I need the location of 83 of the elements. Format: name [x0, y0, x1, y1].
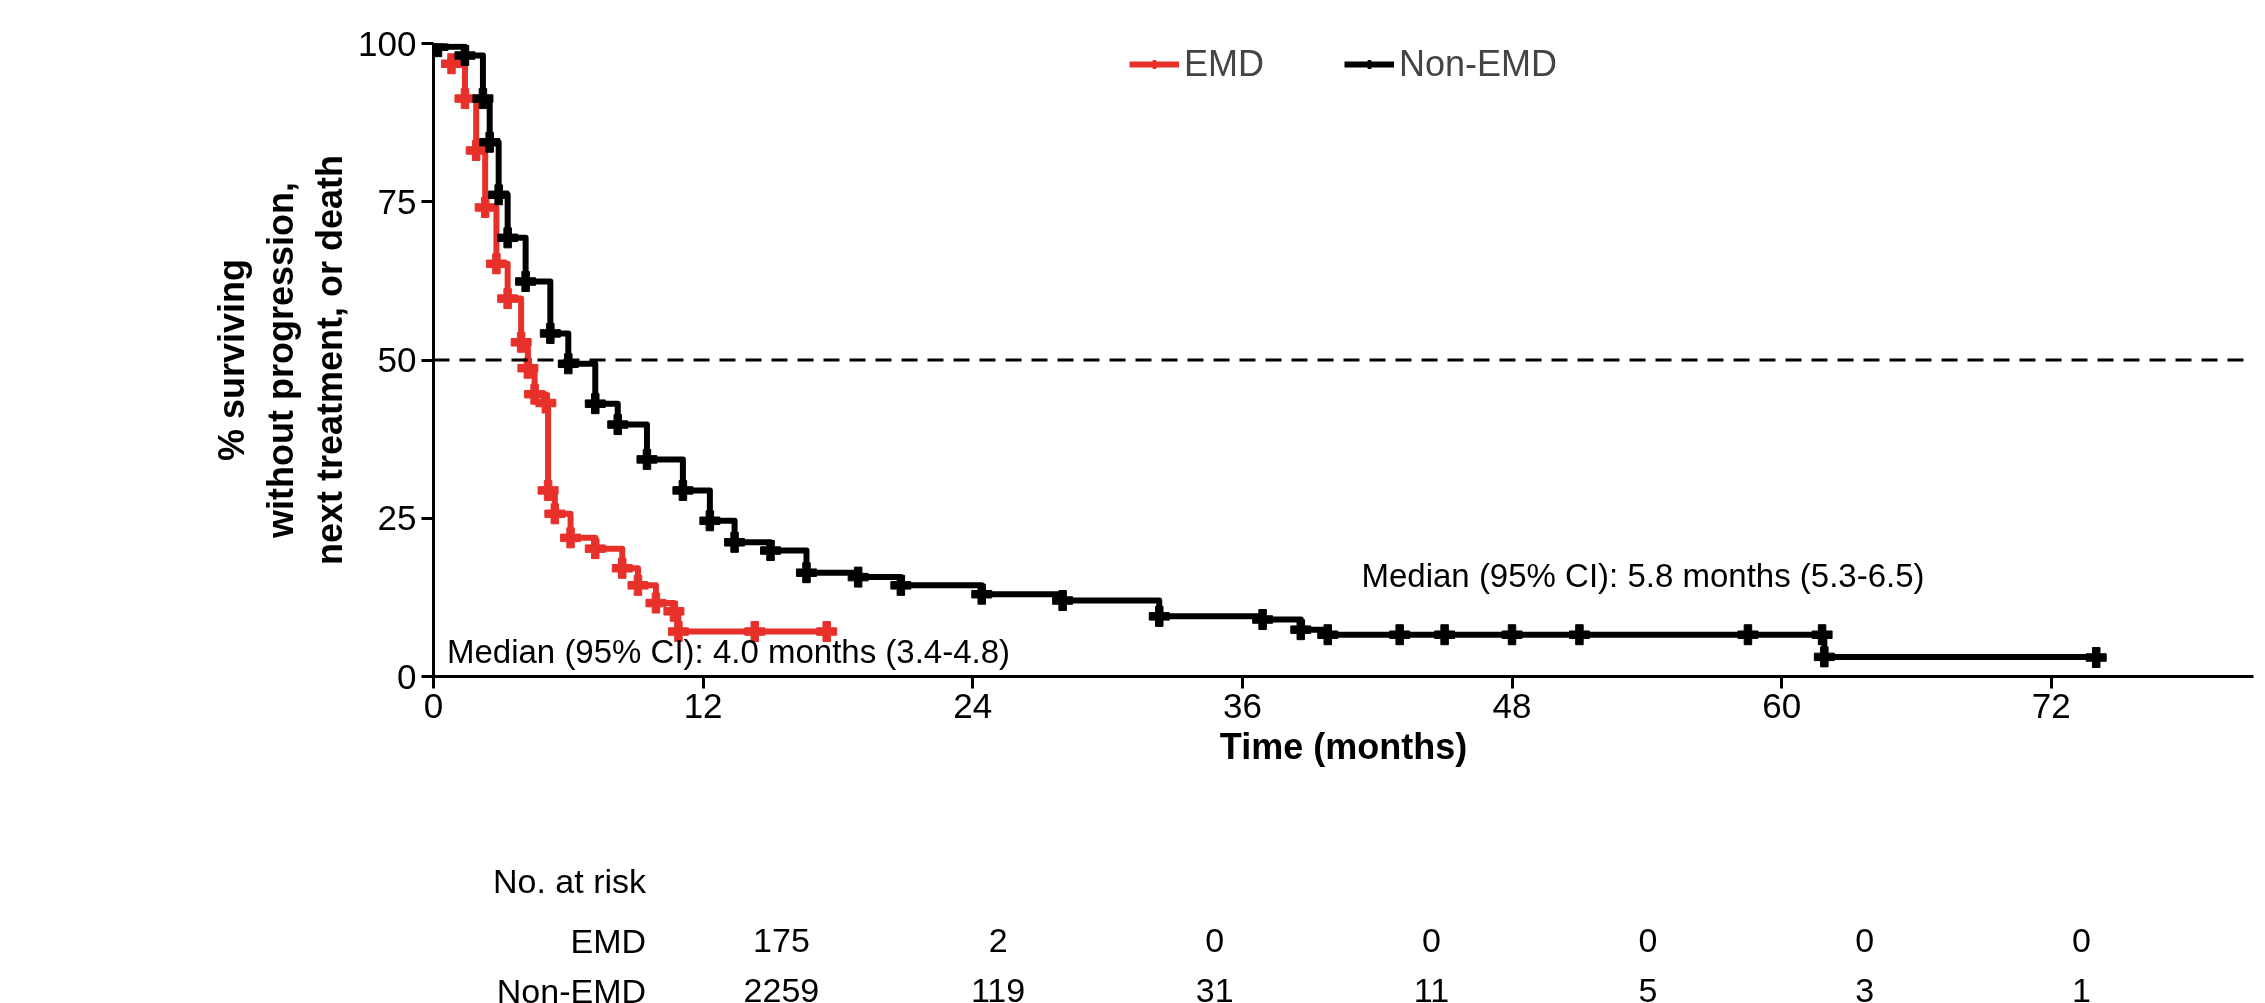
point: [479, 131, 501, 153]
point: [584, 538, 606, 560]
point: [497, 227, 519, 249]
point: [544, 503, 566, 525]
point: [611, 557, 633, 579]
point: [1434, 624, 1456, 646]
text: 5: [1638, 971, 1658, 1003]
point: [1148, 605, 1170, 627]
text: 11: [1413, 971, 1450, 1003]
legend-label: Non-EMD: [1398, 43, 1558, 85]
point: [699, 510, 721, 532]
text: 0: [1205, 921, 1225, 959]
legend-label: EMD: [1183, 43, 1264, 85]
text: EMD: [570, 921, 647, 960]
point: [971, 583, 993, 605]
point: [537, 479, 559, 501]
point: [584, 393, 606, 415]
text: 175: [753, 921, 810, 959]
point: [488, 184, 510, 206]
point: [510, 331, 532, 353]
y-tick-label: 75: [377, 181, 417, 221]
point: [465, 139, 487, 161]
point: [485, 253, 507, 275]
point: [663, 600, 685, 622]
text: 2259: [743, 971, 820, 1003]
point: [890, 574, 912, 596]
x-tick-label: 48: [1492, 685, 1532, 725]
annotation: Median (95% CI): 4.0 months (3.4-4.8): [446, 633, 1011, 671]
text: 31: [1195, 971, 1234, 1003]
point: [636, 448, 658, 470]
point: [1811, 624, 1833, 646]
point: [515, 271, 537, 293]
point: [645, 592, 667, 614]
point: [1389, 624, 1411, 646]
y-tick-label: 50: [377, 340, 417, 379]
point: [847, 566, 869, 588]
text: 0: [1638, 921, 1658, 959]
point: [1290, 619, 1312, 641]
point: [560, 527, 582, 549]
point: [1568, 624, 1590, 646]
point: [474, 196, 496, 218]
text: 1: [2071, 971, 2091, 1003]
text: 0: [1421, 921, 1441, 959]
point: [1813, 646, 1835, 668]
text: No. at risk: [492, 861, 648, 900]
point: [607, 414, 629, 436]
point: [1252, 609, 1274, 631]
annotation: Median (95% CI): 5.8 months (5.3-6.5): [1361, 556, 1925, 594]
x-tick-label: 24: [953, 685, 993, 725]
point: [672, 479, 694, 501]
point: [2085, 647, 2107, 669]
x-axis-title: Time (months): [1219, 725, 1468, 767]
point: [1501, 624, 1523, 646]
point: [454, 45, 476, 67]
point: [517, 357, 539, 379]
point: [440, 53, 462, 75]
y-tick-label: 100: [358, 23, 417, 63]
x-tick-label: 12: [683, 685, 723, 725]
x-tick-label: 0: [423, 685, 444, 725]
x-tick-label: 72: [2031, 685, 2071, 725]
y-tick-label: 25: [377, 498, 417, 538]
point: [539, 322, 561, 344]
text: 0: [2071, 921, 2091, 959]
y-axis-title: % surviving without progression, next treatment, or death: [210, 154, 351, 566]
text: 119: [970, 971, 1026, 1003]
text: Non-EMD: [496, 971, 647, 1003]
point: [627, 574, 649, 596]
point: [1737, 624, 1759, 646]
y-tick-label: 0: [397, 656, 417, 696]
point: [1317, 624, 1339, 646]
point: [724, 531, 746, 553]
text: 2: [988, 921, 1008, 959]
text: 3: [1855, 971, 1875, 1003]
point: [454, 88, 476, 110]
point: [760, 540, 782, 562]
point: [1052, 590, 1074, 612]
x-tick-label: 60: [1762, 685, 1802, 725]
point: [497, 288, 519, 310]
text: 0: [1855, 921, 1875, 959]
point: [472, 88, 494, 110]
point: [535, 392, 557, 414]
x-tick-label: 36: [1222, 685, 1262, 725]
point: [795, 562, 817, 584]
